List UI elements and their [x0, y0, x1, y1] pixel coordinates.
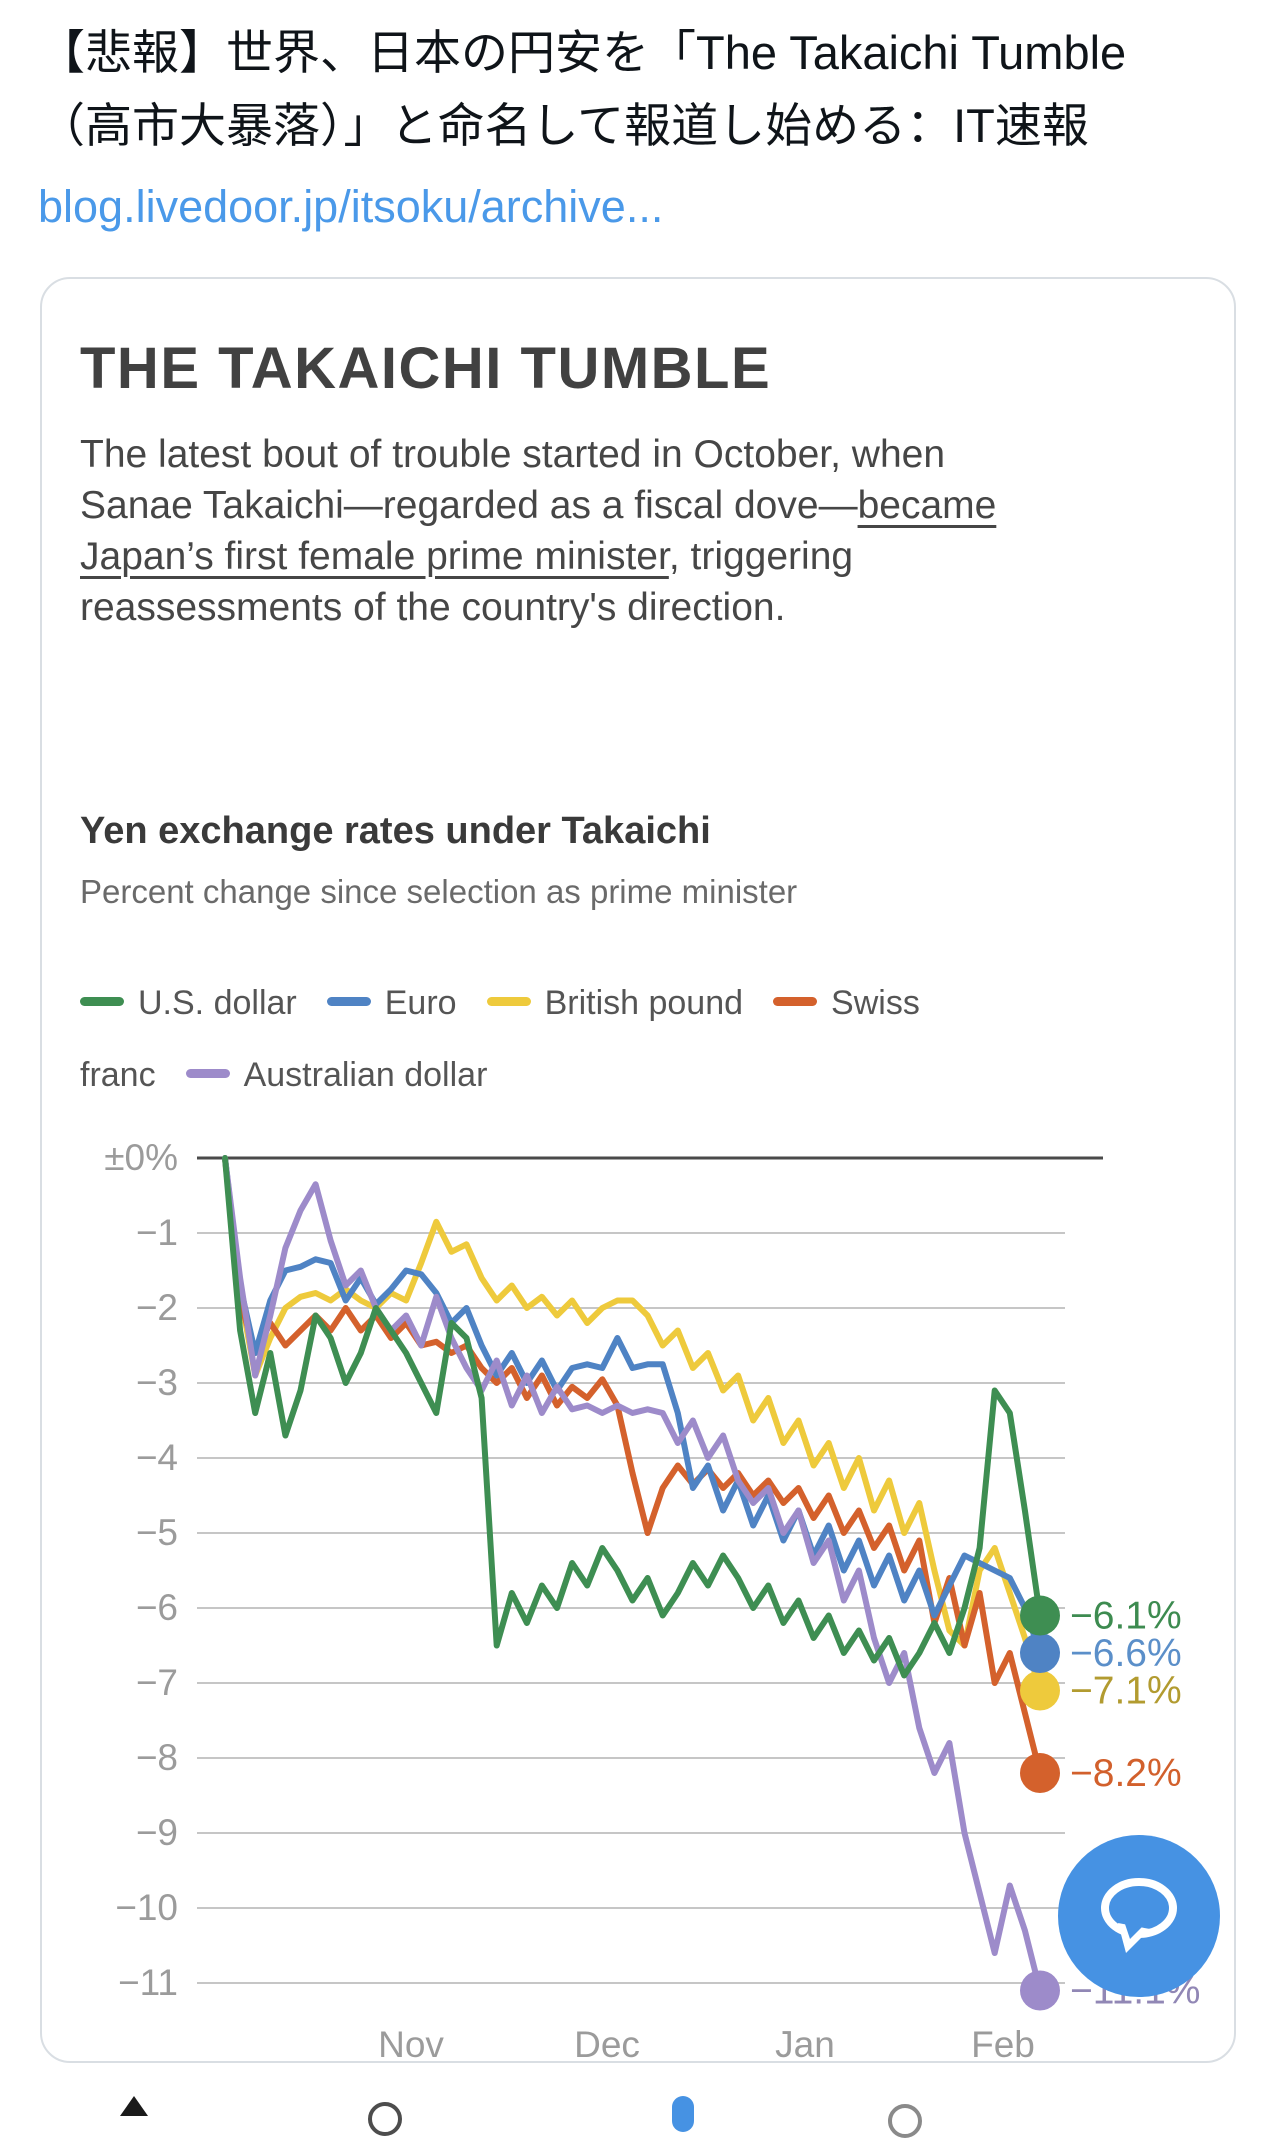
legend-swatch-icon: [80, 997, 124, 1006]
legend-item: Australian dollar: [185, 1056, 488, 1094]
x-axis-tick-label: Jan: [775, 2024, 835, 2065]
tweet-text: 【悲報】世界、日本の円安を「The Takaichi Tumble （高市大暴落…: [38, 16, 1253, 162]
series-end-label: −6.6%: [1070, 1632, 1182, 1675]
legend-label: Euro: [384, 984, 457, 1022]
y-axis-tick-label: −5: [136, 1512, 178, 1553]
legend-label: franc: [80, 1056, 156, 1094]
legend-item: franc: [80, 1056, 156, 1094]
share-icon[interactable]: [120, 2096, 148, 2116]
series-end-dot: [1020, 1670, 1060, 1711]
y-axis-tick-label: −1: [136, 1212, 178, 1253]
article-paragraph-line: reassessments of the country's direction…: [80, 582, 996, 633]
legend-swatch-icon: [185, 1069, 230, 1078]
series-end-label: −8.2%: [1070, 1752, 1182, 1795]
legend-swatch-icon: [326, 997, 371, 1006]
legend-row: franc Australian dollar: [80, 1039, 1120, 1111]
line-chart: ±0% −1 −2 −3 −4 −5 −6 −7 −8 −9 −10 −11 Nov Dec Jan Feb −…: [104, 1137, 1200, 2065]
article-paragraph-line: Sanae Takaichi—regarded as a fiscal dove…: [80, 480, 996, 531]
series-line-australian-dollar: [222, 1155, 1043, 1994]
series-line-u-s-dollar: [222, 1155, 1043, 1679]
chart-legend: U.S. dollar Euro British pound Swiss franc Au…: [80, 967, 1120, 1111]
tweet-text-line-2: （高市大暴落）」と命名して報道し始める：IT速報: [38, 99, 1089, 152]
y-axis-tick-label: ±0%: [104, 1137, 178, 1178]
legend-swatch-icon: [773, 997, 818, 1006]
article-title: THE TAKAICHI TUMBLE: [80, 336, 772, 401]
series-end-dot: [1020, 1633, 1060, 1673]
series-line-swiss-franc: [222, 1155, 1043, 1776]
article-inline-link[interactable]: became: [857, 484, 997, 527]
series-end-label: −6.1%: [1070, 1595, 1182, 1638]
status-circle-icon[interactable]: [368, 2102, 402, 2136]
series-end-dot: [1020, 1970, 1060, 2011]
series-end-dot: [1020, 1595, 1060, 1636]
article-text-segment: reassessments of the country's direction…: [80, 586, 786, 629]
status-circle-icon[interactable]: [888, 2104, 922, 2138]
legend-item: Euro: [326, 984, 457, 1022]
legend-label: Australian dollar: [243, 1056, 488, 1094]
legend-item: Swiss: [773, 984, 920, 1022]
series-line-british-pound: [222, 1155, 1043, 1694]
legend-label: British pound: [544, 984, 744, 1022]
y-axis-tick-label: −9: [136, 1812, 178, 1853]
article-paragraph-line: The latest bout of trouble started in Oc…: [80, 429, 996, 480]
y-axis-tick-label: −10: [115, 1887, 178, 1928]
y-axis-tick-label: −2: [136, 1287, 178, 1328]
article-card[interactable]: THE TAKAICHI TUMBLE The latest bout of t…: [40, 277, 1236, 2063]
series-end-label: −7.1%: [1070, 1670, 1182, 1713]
article-inline-link[interactable]: Japan’s first female prime minister: [80, 535, 669, 578]
y-axis-tick-label: −4: [136, 1437, 178, 1478]
legend-item: British pound: [486, 984, 744, 1022]
article-text-segment: Sanae Takaichi—regarded as a fiscal dove…: [80, 484, 858, 527]
x-axis-tick-label: Feb: [971, 2024, 1035, 2065]
views-bar-icon[interactable]: [672, 2096, 694, 2132]
x-axis-tick-label: Dec: [574, 2024, 640, 2065]
legend-item: U.S. dollar: [80, 984, 297, 1022]
y-axis-tick-label: −7: [136, 1662, 178, 1703]
legend-row: U.S. dollar Euro British pound Swiss: [80, 967, 1120, 1039]
y-axis-tick-label: −11: [118, 1962, 178, 2003]
y-axis-tick-label: −6: [136, 1587, 178, 1628]
series-end-dot: [1020, 1753, 1060, 1793]
tweet-link[interactable]: blog.livedoor.jp/itsoku/archive...: [38, 181, 664, 232]
article-paragraph: The latest bout of trouble started in Oc…: [80, 429, 996, 633]
article-text-segment: , triggering: [668, 535, 854, 578]
chart-title: Yen exchange rates under Takaichi: [80, 810, 711, 852]
chat-bubble-icon: [1101, 1878, 1177, 1953]
x-axis-tick-label: Nov: [378, 2024, 444, 2065]
y-axis-tick-label: −8: [136, 1737, 178, 1778]
y-axis-tick-label: −3: [136, 1362, 178, 1403]
chat-fab-button[interactable]: [1058, 1835, 1220, 1997]
tweet-text-line-1: 【悲報】世界、日本の円安を「The Takaichi Tumble: [38, 26, 1127, 79]
legend-swatch-icon: [486, 997, 531, 1006]
legend-label: Swiss: [831, 984, 920, 1022]
article-paragraph-line: Japan’s first female prime minister, tri…: [80, 531, 996, 582]
chart-subtitle: Percent change since selection as prime …: [80, 873, 798, 910]
legend-label: U.S. dollar: [138, 984, 297, 1022]
article-text-segment: The latest bout of trouble started in Oc…: [80, 433, 946, 476]
